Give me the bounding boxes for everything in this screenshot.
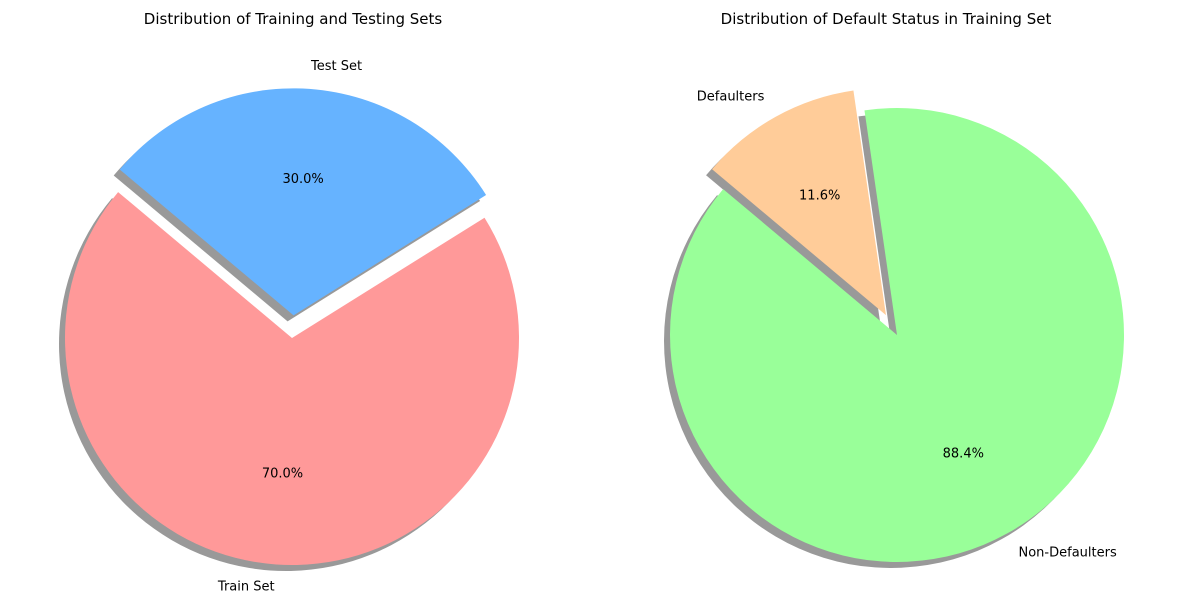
pie-slice-layer (65, 88, 520, 566)
pie-slice-layer (670, 90, 1125, 562)
chart-title: Distribution of Training and Testing Set… (144, 10, 443, 28)
slice-label-defaulters: Defaulters (697, 90, 765, 105)
pie-label-layer: 70.0% Train Set 30.0% Test Set (217, 59, 362, 595)
pct-label-defaulters: 11.6% (799, 189, 840, 204)
slice-label-non-defaulters: Non-Defaulters (1019, 546, 1117, 561)
pct-label-train-set: 70.0% (262, 466, 303, 481)
pct-label-non-defaulters: 88.4% (943, 447, 984, 462)
pie-chart-default-status: Distribution of Default Status in Traini… (664, 10, 1125, 568)
pie-slice-train-set (65, 192, 520, 566)
pie-chart-train-test: Distribution of Training and Testing Set… (59, 10, 520, 595)
pie-label-layer: 88.4% Non-Defaulters 11.6% Defaulters (697, 90, 1117, 561)
pie-slice-test-set (119, 88, 487, 316)
slice-label-test-set: Test Set (310, 59, 362, 74)
pie-slice-non-defaulters (670, 107, 1125, 562)
slice-label-train-set: Train Set (217, 580, 275, 595)
pie-slice-defaulters (712, 90, 886, 316)
pct-label-test-set: 30.0% (282, 172, 323, 187)
chart-title: Distribution of Default Status in Traini… (721, 10, 1052, 28)
